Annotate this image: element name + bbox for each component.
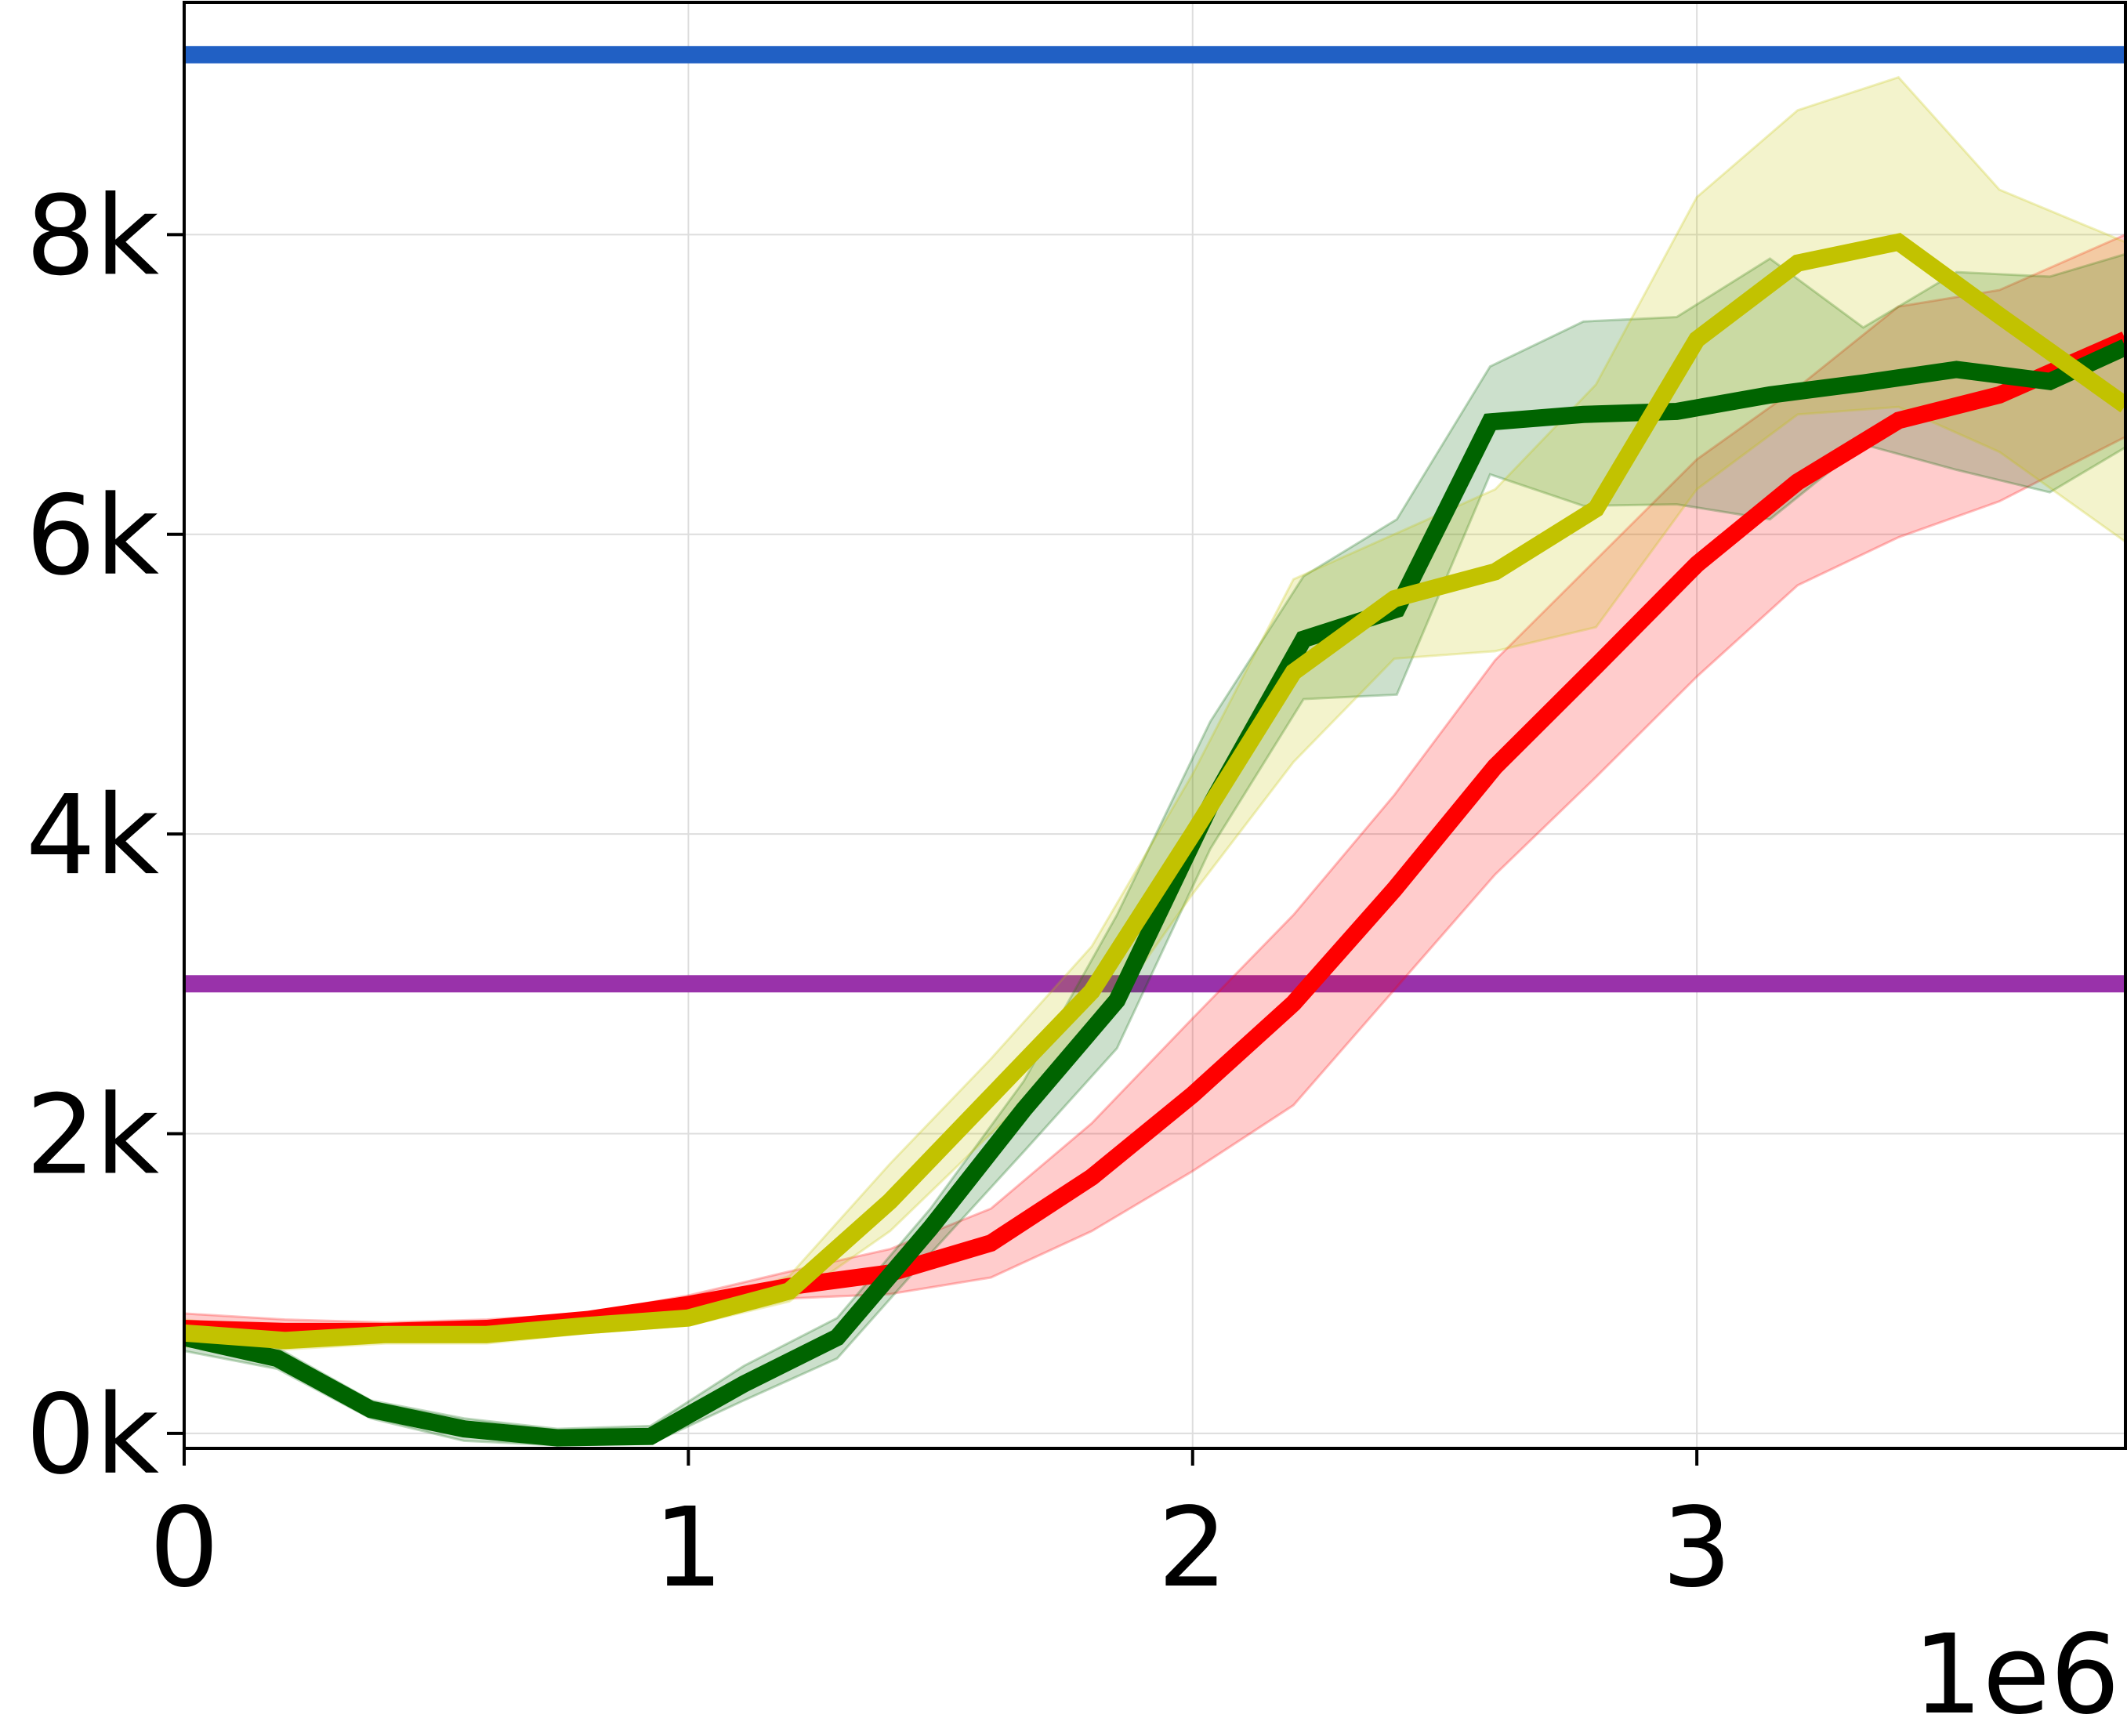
y-tick-label-2: 4k bbox=[26, 772, 159, 900]
series-lines bbox=[184, 233, 2125, 1447]
confidence-bands bbox=[184, 75, 2125, 1447]
x-tick-label-3: 3 bbox=[1662, 1484, 1732, 1612]
series-line-2 bbox=[184, 233, 2125, 1350]
reference-lines bbox=[184, 45, 2125, 993]
y-tick-label-0: 0k bbox=[26, 1372, 159, 1499]
x-axis-offset-label: 1e6 bbox=[1913, 1611, 2120, 1736]
x-tick-label-0: 0 bbox=[149, 1484, 219, 1612]
y-tick-label-3: 6k bbox=[26, 473, 159, 600]
x-tick-label-2: 2 bbox=[1158, 1484, 1227, 1612]
y-tick-label-1: 2k bbox=[26, 1071, 159, 1199]
series-band-2 bbox=[184, 75, 2125, 1351]
x-tick-label-1: 1 bbox=[654, 1484, 723, 1612]
y-tick-label-4: 8k bbox=[26, 172, 159, 300]
axis-ticks: 0 1 2 3 0k 2k 4k 6k 8k bbox=[26, 172, 1732, 1612]
series-line-1 bbox=[184, 339, 2125, 1447]
plot-frame bbox=[183, 1, 2127, 1450]
